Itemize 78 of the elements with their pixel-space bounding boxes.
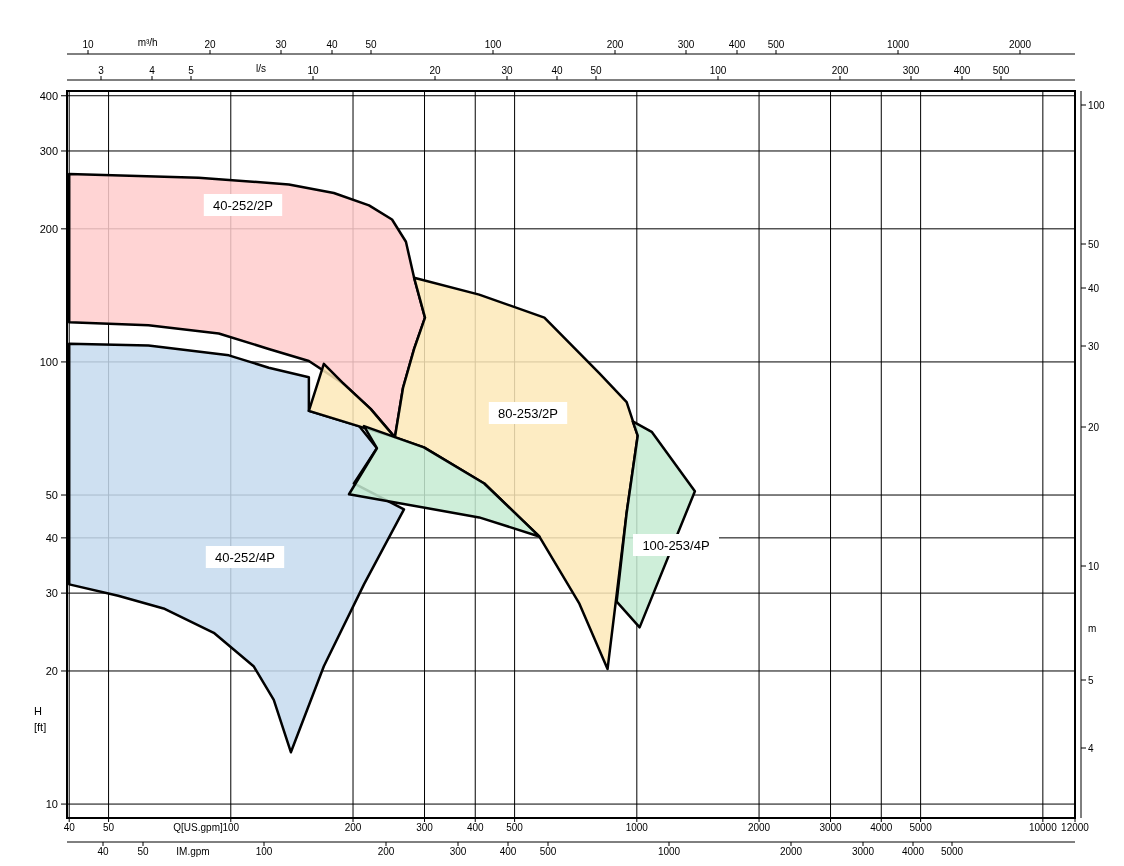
text: 30	[1088, 341, 1100, 352]
text: 4	[1088, 743, 1094, 754]
text: 500	[539, 846, 557, 857]
text: 3	[98, 65, 105, 76]
x-tick-label: 50	[103, 822, 115, 833]
text: 40	[1088, 283, 1100, 294]
text: l/s	[256, 63, 266, 74]
text: 10	[82, 39, 94, 50]
text: 300	[677, 39, 695, 50]
x-tick-label: 500	[506, 822, 524, 833]
text: 100	[709, 65, 727, 76]
text: 100	[1088, 100, 1106, 111]
y-tick-label: 50	[45, 489, 58, 502]
text: 1000	[657, 846, 681, 857]
text: 1000	[886, 39, 910, 50]
x2-axis-title: m³/h	[137, 37, 158, 48]
text: 40	[97, 846, 109, 857]
y-tick-label: 40	[45, 531, 58, 544]
text: 50	[365, 39, 377, 50]
x-tick-label: 40	[63, 822, 76, 833]
annotation: 100-253/4P	[642, 538, 710, 553]
text: 200	[831, 65, 849, 76]
text: 2000	[1008, 39, 1032, 50]
text: 10	[1088, 561, 1100, 572]
text: 500	[992, 65, 1010, 76]
x-tick-label: 12000	[1061, 822, 1090, 833]
text: 300	[449, 846, 467, 857]
text: 30	[501, 65, 513, 76]
text: 50	[590, 65, 602, 76]
x-tick-label: 4000	[870, 822, 893, 833]
text: 500	[767, 39, 785, 50]
y-tick-label: 20	[45, 664, 58, 677]
text: 30	[275, 39, 287, 50]
text: 4000	[901, 846, 925, 857]
text: IM.gpm	[176, 846, 210, 857]
annotation: 40-252/2P	[213, 198, 273, 213]
text: 4	[149, 65, 156, 76]
text: 20	[1088, 422, 1100, 433]
y-tick-label: 400	[39, 89, 58, 102]
x-tick-label: 300	[416, 822, 434, 833]
text: 20	[204, 39, 216, 50]
text: 50	[137, 846, 149, 857]
y-axis-title: H [ft]	[34, 705, 47, 733]
text: 200	[606, 39, 624, 50]
y-tick-label: 100	[39, 355, 58, 368]
text: 10	[307, 65, 319, 76]
text: 400	[728, 39, 746, 50]
text: 100	[255, 846, 273, 857]
x-tick-label: 5000	[909, 822, 933, 833]
text: 5	[188, 65, 195, 76]
text: 40	[326, 39, 338, 50]
x-tick-label: 10000	[1028, 822, 1058, 833]
text: 3000	[851, 846, 875, 857]
x-tick-label: 3000	[819, 822, 843, 833]
text: 100	[484, 39, 502, 50]
text: 400	[499, 846, 517, 857]
text: 5	[1088, 675, 1094, 686]
annotation: 40-252/4P	[215, 550, 275, 565]
text: 20	[429, 65, 441, 76]
y-tick-label: 10	[45, 798, 58, 811]
x-axis-title: Q[US.gpm]	[173, 822, 223, 833]
y2-axis-title: m	[1088, 623, 1097, 634]
x-tick-label: 400	[466, 822, 485, 833]
annotation: 80-253/2P	[498, 406, 558, 421]
text: 5000	[940, 846, 964, 857]
text: 400	[953, 65, 971, 76]
x-tick-label: 1000	[625, 822, 649, 833]
y-tick-label: 200	[39, 222, 58, 235]
text: 300	[902, 65, 920, 76]
text: 40	[551, 65, 563, 76]
y-tick-label: 300	[39, 144, 58, 157]
y-tick-label: 30	[45, 587, 58, 600]
text: 200	[377, 846, 395, 857]
text: 2000	[779, 846, 803, 857]
x-tick-label: 100	[222, 822, 240, 833]
x-tick-label: 2000	[747, 822, 771, 833]
x-tick-label: 200	[344, 822, 362, 833]
text: 50	[1088, 239, 1100, 250]
